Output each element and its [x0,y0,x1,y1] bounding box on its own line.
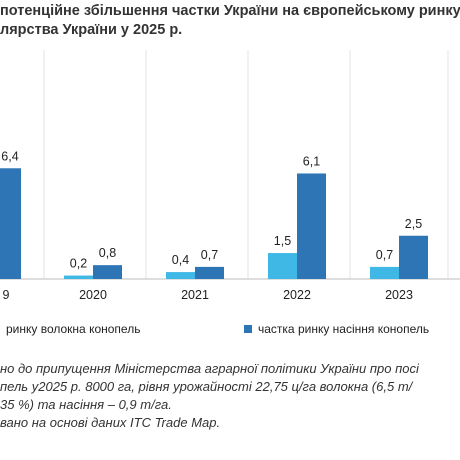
data-label-seed-2022: 6,1 [303,154,320,168]
bar-fiber-2023 [370,266,399,279]
data-label-fiber-2022: 1,5 [274,234,291,248]
data-label-seed-2023: 2,5 [405,217,422,231]
footnote: но до припущення Міністерства аграрної п… [0,360,460,432]
x-tick-label-2020: 2020 [79,288,107,302]
legend-label-fiber: ринку волокна конопель [6,322,141,336]
footnote-line-1: но до припущення Міністерства аграрної п… [0,361,419,376]
data-label-seed-2021: 0,7 [201,248,218,262]
bar-fiber-2021 [166,272,195,279]
data-label-fiber-2020: 0,2 [70,257,87,271]
legend-swatch-seed [244,325,252,333]
bar-seed-2023 [399,235,428,279]
legend: ринку волокна конопель частка ринку насі… [0,322,460,340]
footnote-line-2: пель у2025 р. 8000 га, рівня урожайності… [0,379,413,394]
footnote-line-3: 35 %) та насіння – 0,9 т/га. [0,397,172,412]
data-label-seed-9: 6,4 [1,149,18,163]
title-line-1: потенційне збільшення частки України на … [0,3,460,19]
bar-seed-2022 [297,173,326,279]
bar-seed-9 [0,168,21,279]
bar-fiber-2022 [268,253,297,279]
x-tick-label-9: 9 [3,288,10,302]
x-tick-label-2023: 2023 [385,288,413,302]
chart-title: потенційне збільшення частки України на … [0,2,460,40]
title-line-2: лярства України у 2025 р. [0,22,183,38]
legend-label-seed: частка ринку насіння конопель [258,322,430,336]
data-label-fiber-2023: 0,7 [376,248,393,262]
footnote-line-4: вано на основі даних ITC Trade Map. [0,415,221,430]
data-label-seed-2020: 0,8 [99,246,116,260]
bar-seed-2020 [93,265,122,279]
bar-chart: 6,4 9 0,2 0,8 2020 0,4 0,7 2021 1,5 6,1 2022 0,7 2,5… [0,50,460,302]
data-label-fiber-2021: 0,4 [172,253,189,267]
legend-item-fiber: ринку волокна конопель [0,322,140,336]
legend-item-seed: частка ринку насіння конопель [244,322,429,336]
bar-seed-2021 [195,266,224,279]
x-tick-label-2021: 2021 [181,288,209,302]
x-tick-label-2022: 2022 [283,288,311,302]
bar-fiber-2020 [64,275,93,279]
